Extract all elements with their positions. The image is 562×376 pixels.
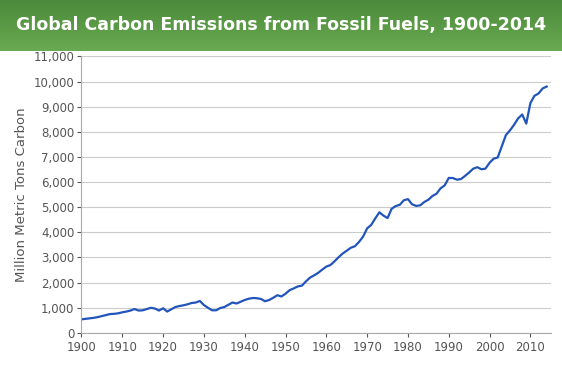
Text: Global Carbon Emissions from Fossil Fuels, 1900-2014: Global Carbon Emissions from Fossil Fuel… bbox=[16, 17, 546, 34]
Y-axis label: Million Metric Tons Carbon: Million Metric Tons Carbon bbox=[15, 107, 28, 282]
